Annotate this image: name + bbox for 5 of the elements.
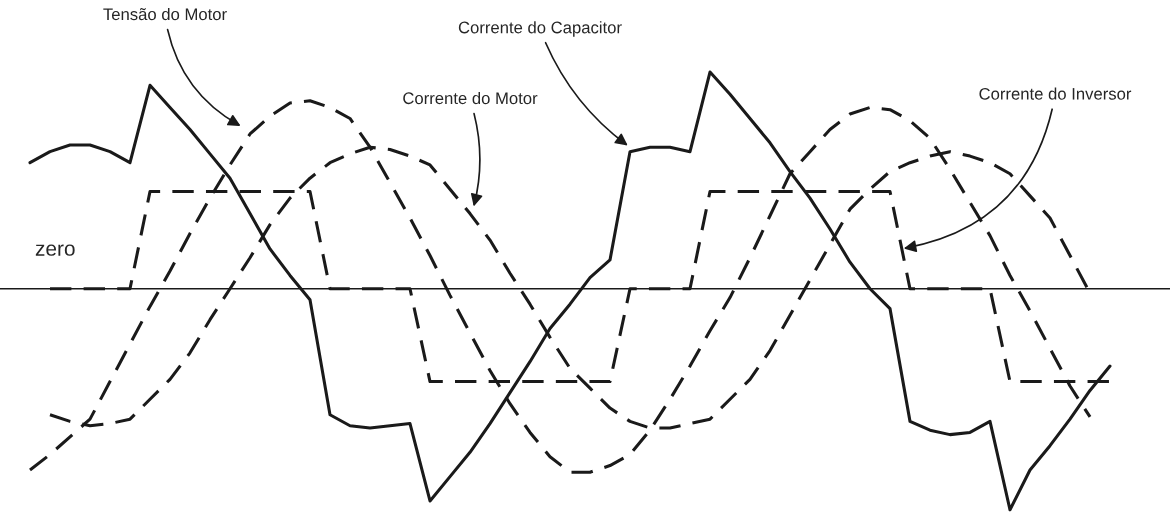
annotation: Corrente do Inversor [979, 87, 1132, 100]
annotation: zero [35, 244, 75, 256]
text: Corrente do Capacitor [458, 21, 622, 37]
text: Tensão do Motor [103, 7, 227, 21]
annotation: Corrente do Motor [403, 91, 538, 105]
